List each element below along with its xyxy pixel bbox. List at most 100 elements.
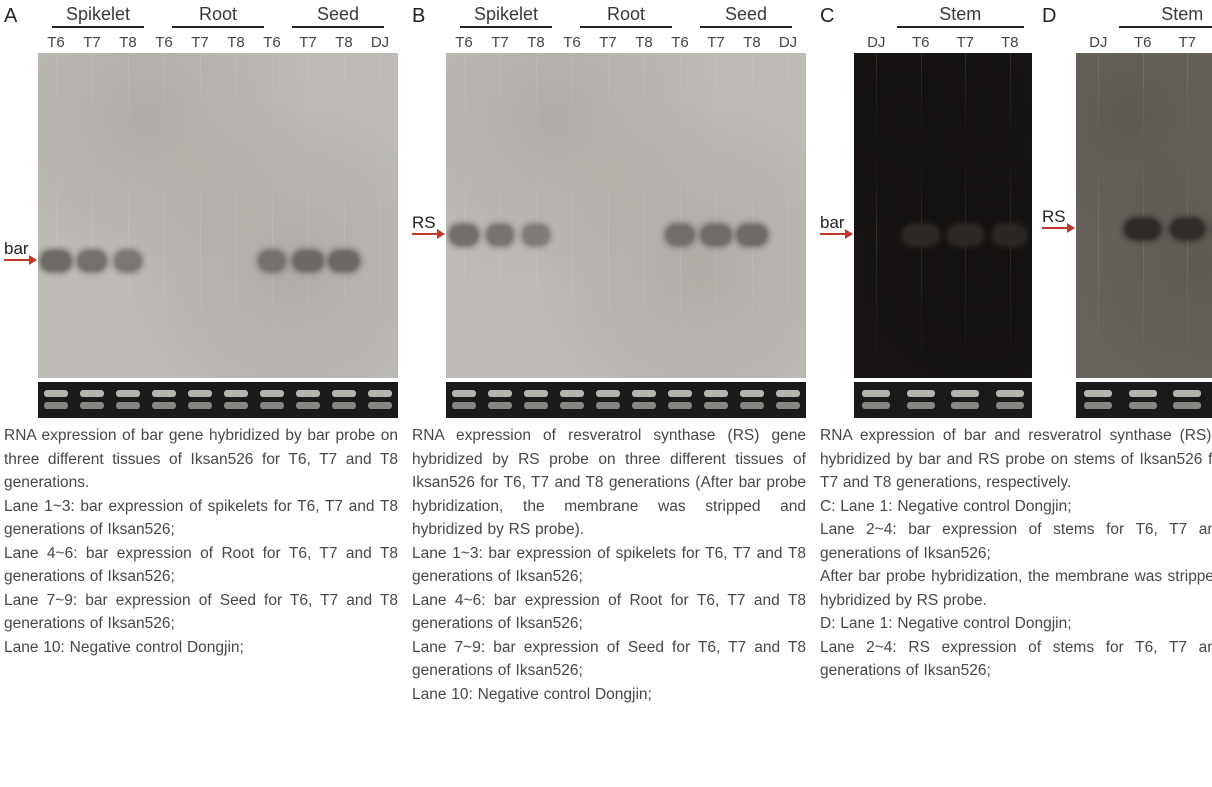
blot-area: bar xyxy=(38,53,398,418)
band xyxy=(993,225,1026,245)
lane-label: T8 xyxy=(734,34,770,51)
tissue-label: Seed xyxy=(292,4,384,28)
probe-label-D: RS xyxy=(1042,207,1066,227)
panel-label-C: C xyxy=(820,5,854,28)
lane-streak xyxy=(380,53,381,378)
probe-arrow-D xyxy=(1042,227,1074,229)
rrna-band xyxy=(368,402,391,409)
rrna-band xyxy=(1129,390,1157,397)
rrna-band xyxy=(560,390,583,397)
lane-label: DJ xyxy=(854,34,899,51)
panel-label-B: B xyxy=(412,5,446,28)
lane-streak xyxy=(965,53,966,378)
lane-streak xyxy=(164,53,165,378)
rrna-band xyxy=(332,390,355,397)
rrna-band xyxy=(996,390,1024,397)
panels-CD: CStemDJT6T7T8barDStemDJT6T7T8RSRNA expre… xyxy=(820,4,1212,707)
caption-line: RNA expression of bar and resveratrol sy… xyxy=(820,424,1212,495)
lane-streak xyxy=(1098,53,1099,378)
tissue-labels: Stem xyxy=(854,4,1032,28)
lane-label: T6 xyxy=(254,34,290,51)
lane-label: T7 xyxy=(590,34,626,51)
blot-area: RS xyxy=(1076,53,1212,418)
rrna-band xyxy=(776,390,799,397)
lane-streak xyxy=(572,53,573,378)
rrna-band xyxy=(152,402,175,409)
probe-arrow-B xyxy=(412,233,444,235)
rrna-band xyxy=(1173,402,1201,409)
panel-C: CStemDJT6T7T8bar xyxy=(820,4,1032,418)
lane-streak xyxy=(200,53,201,378)
lane-streak xyxy=(272,53,273,378)
northern-blot-D xyxy=(1076,53,1212,378)
probe-label-B: RS xyxy=(412,213,436,233)
caption-line: Lane 10: Negative control Dongjin; xyxy=(412,683,806,707)
tissue-label: Root xyxy=(580,4,672,28)
rrna-band xyxy=(560,402,583,409)
band xyxy=(523,225,549,245)
probe-label-A: bar xyxy=(4,239,29,259)
lane-label: T6 xyxy=(446,34,482,51)
panel-A: ASpikeletRootSeedT6T7T8T6T7T8T6T7T8DJbar… xyxy=(4,4,398,707)
lane-streak xyxy=(308,53,309,378)
lane-label: T8 xyxy=(218,34,254,51)
tissue-label: Stem xyxy=(897,4,1024,28)
lane-streak xyxy=(876,53,877,378)
band xyxy=(450,225,478,245)
lane-label: T7 xyxy=(482,34,518,51)
lane-label: T8 xyxy=(988,34,1033,51)
tissue-labels: SpikeletRootSeed xyxy=(38,4,398,28)
rrna-band xyxy=(44,402,67,409)
lane-label: T7 xyxy=(74,34,110,51)
rrna-band xyxy=(80,402,103,409)
band xyxy=(293,251,322,271)
lane-label: DJ xyxy=(770,34,806,51)
band xyxy=(666,225,694,245)
lane-streak xyxy=(128,53,129,378)
rrna-band xyxy=(524,390,547,397)
loading-control-C xyxy=(854,382,1032,418)
lane-labels: DJT6T7T8 xyxy=(1076,28,1212,53)
figure-root: ASpikeletRootSeedT6T7T8T6T7T8T6T7T8DJbar… xyxy=(0,0,1212,711)
lane-streak xyxy=(788,53,789,378)
rrna-band xyxy=(632,390,655,397)
caption-A: RNA expression of bar gene hybridized by… xyxy=(4,418,398,659)
lane-label: T7 xyxy=(943,34,988,51)
rrna-band xyxy=(596,390,619,397)
caption-line: Lane 1~3: bar expression of spikelets fo… xyxy=(4,495,398,542)
lane-streak xyxy=(1010,53,1011,378)
lane-label: T7 xyxy=(1165,34,1210,51)
caption-line: Lane 1~3: bar expression of spikelets fo… xyxy=(412,542,806,589)
caption-line: Lane 7~9: bar expression of Seed for T6,… xyxy=(412,636,806,683)
band xyxy=(903,225,939,245)
panel-header: BSpikeletRootSeed xyxy=(412,4,806,28)
lane-label: DJ xyxy=(362,34,398,51)
rrna-band xyxy=(260,390,283,397)
spacer xyxy=(854,4,889,28)
caption-line: Lane 4~6: bar expression of Root for T6,… xyxy=(4,542,398,589)
tissue-labels: Stem xyxy=(1076,4,1212,28)
panels-CD-row: CStemDJT6T7T8barDStemDJT6T7T8RS xyxy=(820,4,1212,418)
rrna-band xyxy=(116,402,139,409)
caption-line: C: Lane 1: Negative control Dongjin; xyxy=(820,495,1212,519)
northern-blot-C xyxy=(854,53,1032,378)
lane-streak xyxy=(464,53,465,378)
loading-control-A xyxy=(38,382,398,418)
lane-label: T8 xyxy=(518,34,554,51)
caption-CD: RNA expression of bar and resveratrol sy… xyxy=(820,418,1212,683)
lane-streak xyxy=(344,53,345,378)
lane-label: T6 xyxy=(146,34,182,51)
rrna-band xyxy=(907,390,935,397)
rrna-band xyxy=(951,390,979,397)
blot-area: RS xyxy=(446,53,806,418)
lane-label: DJ xyxy=(1076,34,1121,51)
rrna-band xyxy=(776,402,799,409)
lane-label: T6 xyxy=(899,34,944,51)
panel-header: DStem xyxy=(1042,4,1212,28)
band xyxy=(115,251,142,271)
band xyxy=(737,225,767,245)
lane-label: T6 xyxy=(662,34,698,51)
tissue-label: Seed xyxy=(700,4,792,28)
lane-streak xyxy=(752,53,753,378)
rrna-band xyxy=(704,390,727,397)
